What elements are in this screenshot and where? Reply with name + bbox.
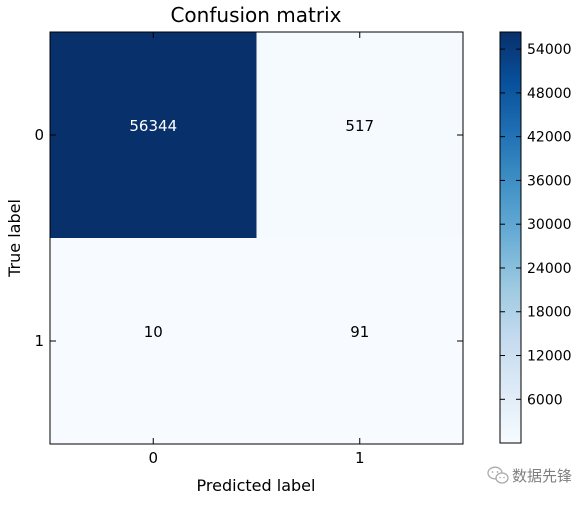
colorbar-tick-label: 24000 <box>527 261 572 277</box>
watermark: 数据先锋 <box>487 466 572 485</box>
watermark-text: 数据先锋 <box>512 467 572 485</box>
x-axis-label: Predicted label <box>197 476 316 495</box>
heatmap-cell-1-1 <box>256 238 463 444</box>
colorbar-tick-label: 54000 <box>527 42 572 58</box>
colorbar-tick-label: 30000 <box>527 217 572 233</box>
cell-label-1-0: 10 <box>144 323 163 341</box>
cell-label-0-0: 56344 <box>129 117 177 135</box>
heatmap-cell-1-0 <box>50 238 257 444</box>
colorbar-tick-label: 12000 <box>527 349 572 365</box>
x-tick-label: 1 <box>355 449 365 467</box>
cell-label-0-1: 517 <box>345 117 374 135</box>
colorbar-tick-label: 6000 <box>527 392 563 408</box>
y-tick-label: 0 <box>34 126 44 144</box>
chart-title: Confusion matrix <box>170 3 341 27</box>
plot-frame <box>49 31 464 445</box>
x-tick-label: 0 <box>148 449 158 467</box>
colorbar-tick-label: 18000 <box>527 305 572 321</box>
y-tick-label: 1 <box>34 332 44 350</box>
colorbar-tick-label: 48000 <box>527 86 572 102</box>
cell-label-1-1: 91 <box>350 323 369 341</box>
colorbar <box>499 31 522 444</box>
heatmap-cell-0-0 <box>50 32 257 238</box>
colorbar-tick-label: 42000 <box>527 130 572 146</box>
colorbar-tick-label: 36000 <box>527 173 572 189</box>
heatmap-cell-0-1 <box>256 32 463 238</box>
y-axis-label: True label <box>5 199 24 278</box>
wechat-icon <box>487 466 509 484</box>
